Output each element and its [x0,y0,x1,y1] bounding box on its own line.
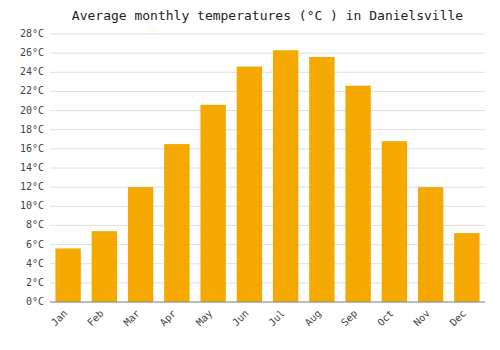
x-tick-label: Mar [121,308,142,329]
bar [454,233,479,302]
y-tick-label: 24°C [20,66,44,77]
title: Average monthly temperatures (°C ) in Da… [72,8,464,23]
bar [237,67,262,302]
y-tick-label: 12°C [20,181,44,192]
grid-line [50,72,485,73]
x-tick-label: Feb [85,308,106,329]
grid-line [50,168,485,169]
bar [200,105,225,302]
y-tick-label: 6°C [26,239,44,250]
bar [345,86,370,302]
y-tick-label: 8°C [26,219,44,230]
y-tick-label: 14°C [20,162,44,173]
y-tick-label: 4°C [26,258,44,269]
y-tick-label: 28°C [20,28,44,39]
x-tick-label: Jan [49,308,70,329]
chart: Average monthly temperatures (°C ) in Da… [0,0,500,350]
bar [382,141,407,302]
x-tick-label: Apr [158,308,179,329]
bar [418,187,443,302]
bar [92,231,117,302]
y-tick-label: 20°C [20,105,44,116]
grid-line [50,110,485,111]
x-tick-label: Oct [375,308,396,329]
grid-line [50,53,485,54]
y-tick-label: 26°C [20,47,44,58]
y-tick-label: 0°C [26,296,44,307]
bar [273,50,298,302]
grid-line [50,302,485,303]
grid-line [50,91,485,92]
y-tick-label: 16°C [20,143,44,154]
grid-line [50,129,485,130]
x-tick-label: Jun [230,308,251,329]
bars [55,50,479,302]
y-tick-label: 18°C [20,124,44,135]
chart-container: Average monthly temperatures (°C ) in Da… [0,0,500,350]
bar [164,144,189,302]
x-tick-label: Nov [411,308,432,329]
x-tick-label: Jul [266,308,287,329]
x-axis-line [50,302,485,303]
x-tick-label: May [194,308,215,329]
y-tick-label: 10°C [20,200,44,211]
y-tick-label: 2°C [26,277,44,288]
bar [309,57,334,302]
x-tick-label: Aug [303,308,324,329]
bar [55,248,80,302]
grid [50,34,485,302]
bar [128,187,153,302]
grid-line [50,148,485,149]
y-tick-label: 22°C [20,85,44,96]
x-tick-label: Dec [448,308,469,329]
grid-line [50,34,485,35]
x-tick-label: Sep [339,308,360,329]
